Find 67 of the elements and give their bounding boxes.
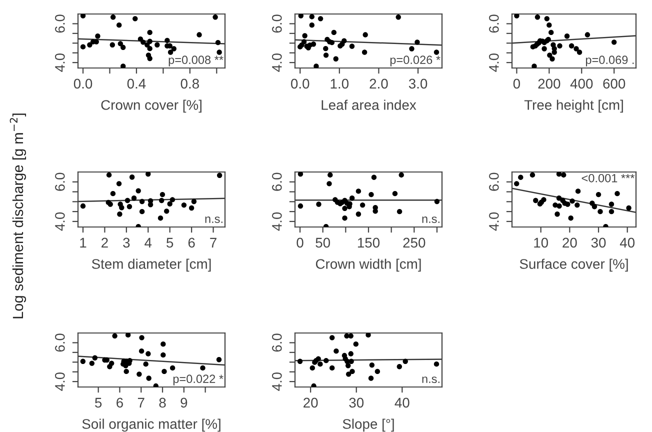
y-tick-label: 4.0	[272, 212, 282, 231]
x-tick-label: 1	[80, 238, 86, 248]
x-tick-label: 9	[180, 398, 188, 408]
x-axis-title: Stem diameter [cm]	[92, 258, 211, 272]
y-tick-label: 6.0	[55, 334, 65, 352]
y-tick-label: 6.0	[489, 14, 499, 33]
x-axis-title: Leaf area index	[322, 100, 416, 110]
x-tick-label: 8	[159, 398, 166, 408]
x-tick-label: 5	[166, 238, 174, 248]
x-tick-label: 400	[570, 78, 593, 89]
x-tick-label: 200	[538, 78, 560, 89]
x-tick-label: 6	[188, 238, 195, 248]
x-axis-title: Soil organic matter [%]	[82, 418, 220, 432]
x-tick-label: 0	[513, 78, 520, 89]
y-axis-title: Log sediment discharge [g m$^{−2}$]	[10, 114, 26, 318]
y-tick-label: 6.0	[272, 14, 282, 33]
x-tick-label: 600	[603, 78, 626, 89]
x-tick-label: 0.0	[74, 78, 92, 89]
annotation: n.s.	[205, 216, 222, 224]
x-tick-label: 3.0	[408, 78, 428, 89]
x-tick-label: 30	[591, 238, 606, 248]
annotation: p=0.022 *	[173, 374, 224, 386]
x-tick-label: 40	[394, 398, 410, 408]
x-tick-label: 4	[144, 238, 152, 248]
x-tick-label: 0.8	[180, 78, 199, 89]
annotation: p=0.026 *	[390, 56, 440, 66]
x-tick-label: 50	[316, 238, 330, 248]
x-axis-title: Crown cover [%]	[101, 100, 202, 113]
y-tick-label: 6.0	[489, 172, 499, 191]
x-tick-label: 7	[210, 238, 216, 248]
annotation: <0.001 ***	[582, 174, 635, 182]
annotation: n.s.	[422, 376, 440, 384]
annotation: p=0.008 **	[168, 56, 224, 66]
annotation: p=0.069 .	[586, 56, 634, 66]
x-tick-label: 10	[534, 238, 548, 248]
x-tick-label: 0	[296, 238, 304, 248]
x-tick-label: 7	[138, 398, 144, 408]
x-tick-label: 30	[349, 398, 364, 408]
x-tick-label: 6	[116, 398, 123, 408]
x-tick-label: 2.0	[370, 78, 388, 89]
x-axis-title: Tree height [cm]	[524, 100, 623, 113]
x-tick-label: 5	[95, 398, 102, 408]
x-tick-label: 20	[304, 398, 318, 408]
x-tick-label: 0.4	[127, 78, 146, 89]
x-axis-title: Crown width [cm]	[316, 258, 421, 272]
y-tick-label: 4.0	[272, 372, 282, 391]
x-axis-title: Slope [°]	[342, 418, 394, 432]
x-tick-label: 250	[403, 238, 426, 248]
y-tick-label: 4.0	[489, 53, 499, 72]
x-tick-label: 3	[123, 238, 130, 248]
annotation: n.s.	[422, 216, 440, 224]
y-tick-label: 6.0	[55, 14, 65, 33]
x-tick-label: 1.0	[330, 78, 349, 89]
x-tick-label: 150	[358, 238, 380, 248]
y-tick-label: 4.0	[55, 212, 65, 231]
y-tick-label: 6.0	[272, 172, 282, 191]
y-tick-label: 4.0	[272, 53, 282, 72]
y-tick-label: 4.0	[489, 212, 499, 231]
x-tick-label: 0.0	[291, 78, 310, 89]
y-tick-label: 6.0	[55, 172, 65, 191]
x-tick-label: 40	[620, 238, 635, 248]
y-tick-label: 6.0	[272, 334, 282, 352]
x-tick-label: 2	[102, 238, 108, 248]
y-tick-label: 4.0	[55, 53, 65, 72]
y-tick-label: 4.0	[55, 372, 65, 391]
x-tick-label: 20	[562, 238, 577, 248]
x-axis-title: Surface cover [%]	[520, 258, 628, 272]
